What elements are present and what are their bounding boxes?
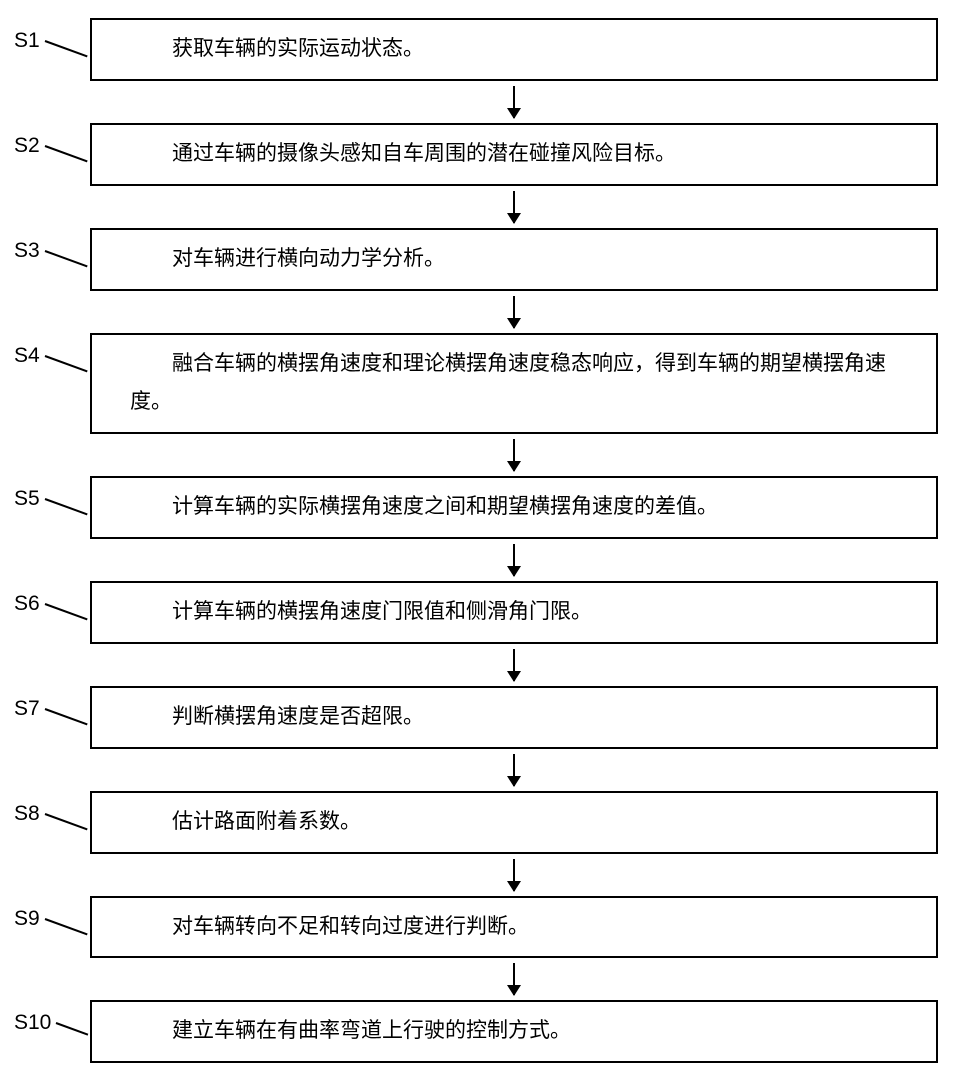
arrow-container [10,644,956,686]
arrow-container [10,434,956,476]
step-box-s3: 对车辆进行横向动力学分析。 [90,228,938,291]
step-row: S9 对车辆转向不足和转向过度进行判断。 [10,896,956,959]
step-box-s4: 融合车辆的横摆角速度和理论横摆角速度稳态响应，得到车辆的期望横摆角速度。 [90,333,938,435]
step-row: S7 判断横摆角速度是否超限。 [10,686,956,749]
arrow-container [10,749,956,791]
step-label-s3: S3 [10,228,70,265]
step-box-s10: 建立车辆在有曲率弯道上行驶的控制方式。 [90,1000,938,1063]
step-row: S1 获取车辆的实际运动状态。 [10,18,956,81]
arrow-down-icon [513,439,515,471]
arrow-down-icon [513,544,515,576]
arrow-container [10,186,956,228]
step-row: S10 建立车辆在有曲率弯道上行驶的控制方式。 [10,1000,956,1063]
arrow-down-icon [513,649,515,681]
step-label-s8: S8 [10,791,70,828]
step-text: 计算车辆的实际横摆角速度之间和期望横摆角速度的差值。 [130,488,898,527]
step-text: 对车辆进行横向动力学分析。 [130,240,898,279]
step-row: S2 通过车辆的摄像头感知自车周围的潜在碰撞风险目标。 [10,123,956,186]
step-text: 通过车辆的摄像头感知自车周围的潜在碰撞风险目标。 [130,135,898,174]
step-box-s8: 估计路面附着系数。 [90,791,938,854]
step-row: S5 计算车辆的实际横摆角速度之间和期望横摆角速度的差值。 [10,476,956,539]
step-label-s5: S5 [10,476,70,513]
step-text: 计算车辆的横摆角速度门限值和侧滑角门限。 [130,593,898,632]
step-label-s10: S10 [10,1000,70,1037]
step-text: 判断横摆角速度是否超限。 [130,698,898,737]
step-label-s1: S1 [10,18,70,55]
step-row: S8 估计路面附着系数。 [10,791,956,854]
arrow-container [10,539,956,581]
step-text: 对车辆转向不足和转向过度进行判断。 [130,908,898,947]
step-label-s4: S4 [10,333,70,370]
arrow-down-icon [513,86,515,118]
arrow-container [10,958,956,1000]
arrow-down-icon [513,963,515,995]
step-text: 融合车辆的横摆角速度和理论横摆角速度稳态响应，得到车辆的期望横摆角速度。 [130,345,898,423]
step-box-s7: 判断横摆角速度是否超限。 [90,686,938,749]
step-text: 建立车辆在有曲率弯道上行驶的控制方式。 [130,1012,898,1051]
arrow-container [10,81,956,123]
flowchart-container: S1 获取车辆的实际运动状态。 S2 通过车辆的摄像头感知自车周围的潜在碰撞风险… [10,18,956,1063]
arrow-down-icon [513,754,515,786]
arrow-down-icon [513,296,515,328]
arrow-down-icon [513,859,515,891]
step-label-s7: S7 [10,686,70,723]
step-box-s5: 计算车辆的实际横摆角速度之间和期望横摆角速度的差值。 [90,476,938,539]
step-box-s9: 对车辆转向不足和转向过度进行判断。 [90,896,938,959]
step-box-s6: 计算车辆的横摆角速度门限值和侧滑角门限。 [90,581,938,644]
arrow-container [10,854,956,896]
step-box-s2: 通过车辆的摄像头感知自车周围的潜在碰撞风险目标。 [90,123,938,186]
step-label-s6: S6 [10,581,70,618]
step-row: S3 对车辆进行横向动力学分析。 [10,228,956,291]
step-row: S4 融合车辆的横摆角速度和理论横摆角速度稳态响应，得到车辆的期望横摆角速度。 [10,333,956,435]
step-text: 估计路面附着系数。 [130,803,898,842]
step-label-s2: S2 [10,123,70,160]
step-text: 获取车辆的实际运动状态。 [130,30,898,69]
arrow-container [10,291,956,333]
arrow-down-icon [513,191,515,223]
step-label-s9: S9 [10,896,70,933]
step-row: S6 计算车辆的横摆角速度门限值和侧滑角门限。 [10,581,956,644]
step-box-s1: 获取车辆的实际运动状态。 [90,18,938,81]
